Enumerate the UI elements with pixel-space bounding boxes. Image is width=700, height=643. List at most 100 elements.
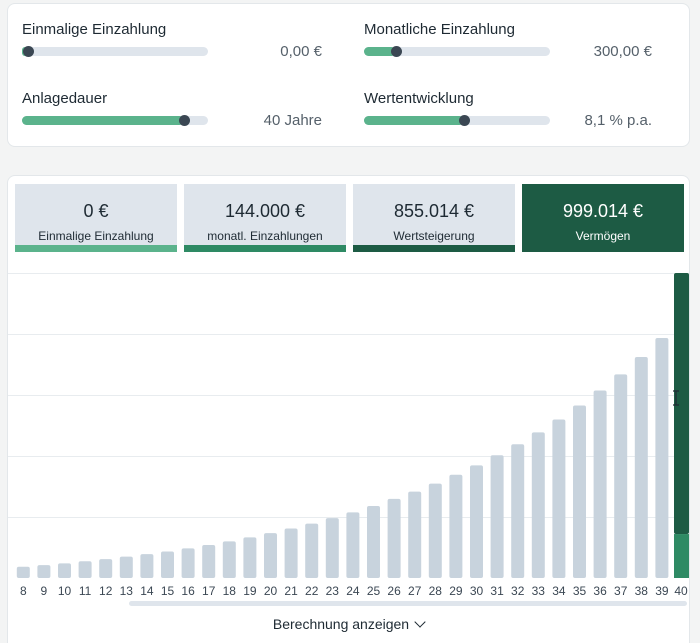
chart-bar[interactable] <box>78 561 92 578</box>
text-cursor-icon <box>673 390 679 406</box>
summary-card-einmalige-einzahlung: 0 € Einmalige Einzahlung <box>15 184 177 252</box>
slider-track[interactable] <box>364 46 550 57</box>
chart-bar[interactable] <box>202 545 216 578</box>
chart-scrollbar[interactable] <box>129 601 687 606</box>
x-tick-label: 31 <box>490 584 504 598</box>
x-tick-label: 26 <box>387 584 401 598</box>
chart-bar[interactable] <box>367 505 380 578</box>
x-tick-label: 22 <box>305 584 319 598</box>
slider-track[interactable] <box>22 46 208 57</box>
x-tick-label: 18 <box>223 584 237 598</box>
chart-bar[interactable] <box>284 528 298 578</box>
x-tick-label: 28 <box>429 584 443 598</box>
chart-bar[interactable] <box>99 559 113 578</box>
chart-bar[interactable] <box>593 390 607 578</box>
chart-bar[interactable] <box>428 483 442 578</box>
input-sliders-panel: Einmalige Einzahlung 0,00 € Monatliche E… <box>7 3 690 147</box>
chart-bar[interactable] <box>531 432 545 578</box>
chart-bar[interactable] <box>511 444 525 578</box>
summary-amount: 0 € <box>83 201 109 221</box>
x-tick-label: 35 <box>573 584 587 598</box>
chart-bar-selected-deposits[interactable] <box>674 534 689 578</box>
summary-amount: 855.014 € <box>393 201 475 221</box>
chart-bar[interactable] <box>37 565 51 578</box>
summary-card-monatliche-einzahlungen: 144.000 € monatl. Einzahlungen <box>184 184 346 252</box>
result-chart-panel: 0 € Einmalige Einzahlung 144.000 € monat… <box>7 175 690 643</box>
x-tick-label: 32 <box>511 584 525 598</box>
slider-fill <box>364 47 396 56</box>
x-tick-label: 36 <box>593 584 607 598</box>
summary-color-bar <box>184 245 346 252</box>
x-tick-label: 9 <box>41 584 48 598</box>
slider-track[interactable] <box>22 115 208 126</box>
slider-thumb[interactable] <box>22 46 34 57</box>
chart-bar[interactable] <box>387 498 401 578</box>
x-tick-label: 30 <box>470 584 484 598</box>
chart-bar[interactable] <box>243 537 257 578</box>
chart-bar[interactable] <box>634 356 648 578</box>
summary-card-wertsteigerung: 855.014 € Wertsteigerung <box>353 184 515 252</box>
x-tick-label: 33 <box>532 584 546 598</box>
x-tick-label: 37 <box>614 584 628 598</box>
chart-bar[interactable] <box>222 541 236 578</box>
summary-color-bar <box>353 245 515 252</box>
chart-bar[interactable] <box>490 455 504 578</box>
slider-value: 300,00 € <box>593 43 652 60</box>
slider-thumb[interactable] <box>459 115 471 126</box>
x-tick-label: 24 <box>346 584 360 598</box>
chart-bar[interactable] <box>573 405 586 578</box>
slider-fill <box>22 116 184 125</box>
x-tick-label: 29 <box>449 584 463 598</box>
chart-bar[interactable] <box>655 338 669 578</box>
x-tick-label: 13 <box>120 584 134 598</box>
chart-bar[interactable] <box>346 512 360 578</box>
x-tick-label: 40 <box>674 584 688 598</box>
summary-card-vermoegen: 999.014 € Vermögen <box>522 184 684 252</box>
x-tick-label: 23 <box>326 584 340 598</box>
slider-value: 8,1 % p.a. <box>584 112 652 129</box>
x-tick-label: 20 <box>264 584 278 598</box>
chart-bar[interactable] <box>264 533 277 578</box>
summary-caption: Einmalige Einzahlung <box>38 229 154 243</box>
slider-label: Monatliche Einzahlung <box>364 21 515 38</box>
x-tick-label: 25 <box>367 584 381 598</box>
slider-thumb[interactable] <box>390 46 402 57</box>
summary-caption: Wertsteigerung <box>393 229 475 243</box>
x-tick-label: 17 <box>202 584 216 598</box>
x-tick-label: 8 <box>20 584 27 598</box>
x-tick-label: 21 <box>284 584 298 598</box>
slider-thumb[interactable] <box>178 115 190 126</box>
slider-label: Einmalige Einzahlung <box>22 21 167 38</box>
chart-bar[interactable] <box>614 374 628 578</box>
chart-bar[interactable] <box>408 491 422 578</box>
chart-bar[interactable] <box>325 518 339 578</box>
summary-caption: Vermögen <box>575 229 631 243</box>
x-tick-label: 38 <box>635 584 649 598</box>
slider-fill <box>364 116 465 125</box>
show-calculation-button[interactable]: Berechnung anzeigen <box>8 616 689 632</box>
chart-bar[interactable] <box>16 566 30 578</box>
chart-bar[interactable] <box>552 419 566 578</box>
chart-bar[interactable] <box>181 548 195 578</box>
x-tick-label: 19 <box>243 584 257 598</box>
chart-bar[interactable] <box>449 474 463 578</box>
chart-bar[interactable] <box>58 563 71 578</box>
x-tick-label: 14 <box>140 584 154 598</box>
chart-bar[interactable] <box>305 523 319 578</box>
x-tick-label: 11 <box>79 584 92 598</box>
chart-bar[interactable] <box>470 465 483 578</box>
chart-bar[interactable] <box>140 554 154 578</box>
slider-label: Anlagedauer <box>22 90 108 107</box>
chart-bar[interactable] <box>161 551 174 578</box>
summary-amount: 999.014 € <box>562 201 644 221</box>
chart-bar[interactable] <box>119 556 133 578</box>
summary-caption: monatl. Einzahlungen <box>207 229 323 243</box>
chart-bar-selected-gain[interactable] <box>674 273 689 535</box>
summary-color-bar <box>15 245 177 252</box>
wealth-bar-chart: 8 9 10 11 12 13 14 15 16 17 18 19 20 21 22 23 24 25 26 27 28… <box>8 273 689 598</box>
slider-track[interactable] <box>364 115 550 126</box>
x-tick-label: 15 <box>161 584 175 598</box>
show-calculation-label: Berechnung anzeigen <box>272 616 410 632</box>
slider-value: 40 Jahre <box>263 112 322 129</box>
summary-amount: 144.000 € <box>224 201 306 221</box>
